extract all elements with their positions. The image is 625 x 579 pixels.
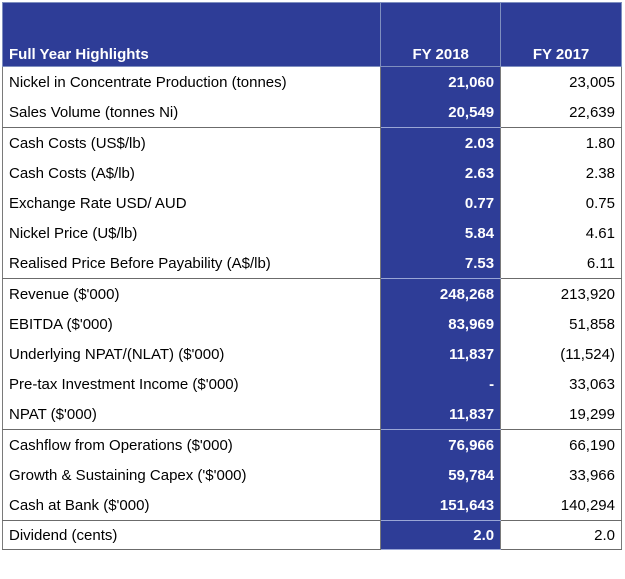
fy2018-value: 5.84 [380,218,502,248]
fy2018-value: 248,268 [380,278,502,309]
fy2018-value: 11,837 [380,339,502,369]
row-label: NPAT ($'000) [1,399,382,430]
fy2018-value: 2.0 [380,520,502,550]
row-label: Nickel Price (U$/lb) [1,218,382,248]
fy2018-value: 2.63 [380,158,502,188]
fy2017-value: 4.61 [500,218,622,248]
table-row: Dividend (cents) 2.0 2.0 [1,520,622,550]
table-row: Realised Price Before Payability (A$/lb)… [1,248,622,279]
table-row: Cash Costs (A$/lb) 2.63 2.38 [1,158,622,188]
fy2018-value: 0.77 [380,188,502,218]
table-row: Revenue ($'000) 248,268 213,920 [1,278,622,309]
row-label: Revenue ($'000) [1,278,382,309]
table-row: Nickel in Concentrate Production (tonnes… [1,66,622,97]
row-label: Underlying NPAT/(NLAT) ($'000) [1,339,382,369]
row-label: Cash Costs (A$/lb) [1,158,382,188]
table-row: Cash at Bank ($'000) 151,643 140,294 [1,490,622,521]
table-row: NPAT ($'000) 11,837 19,299 [1,399,622,430]
fy2017-value: 33,063 [500,369,622,399]
fy2018-value: 76,966 [380,429,502,460]
table-row: Cashflow from Operations ($'000) 76,966 … [1,429,622,460]
fy2017-value: 51,858 [500,309,622,339]
fy2018-value: 7.53 [380,248,502,279]
table-row: Pre-tax Investment Income ($'000) - 33,0… [1,369,622,399]
fy2017-value: (11,524) [500,339,622,369]
row-label: Sales Volume (tonnes Ni) [1,97,382,128]
row-label: Cash at Bank ($'000) [1,490,382,521]
fy2018-value: 83,969 [380,309,502,339]
header-label-cell: Full Year Highlights [1,2,382,67]
header-fy2018-cell: FY 2018 [380,2,502,67]
fy2017-value: 19,299 [500,399,622,430]
row-label: EBITDA ($'000) [1,309,382,339]
fy2017-value: 2.38 [500,158,622,188]
table-row: Growth & Sustaining Capex ('$'000) 59,78… [1,460,622,490]
fy2017-value: 66,190 [500,429,622,460]
table-row: Exchange Rate USD/ AUD 0.77 0.75 [1,188,622,218]
row-label: Growth & Sustaining Capex ('$'000) [1,460,382,490]
table-row: Sales Volume (tonnes Ni) 20,549 22,639 [1,97,622,128]
row-label: Cashflow from Operations ($'000) [1,429,382,460]
row-label: Exchange Rate USD/ AUD [1,188,382,218]
row-label: Realised Price Before Payability (A$/lb) [1,248,382,279]
fy2017-value: 23,005 [500,66,622,97]
fy2018-value: 59,784 [380,460,502,490]
fy2017-value: 6.11 [500,248,622,279]
fy2018-value: 21,060 [380,66,502,97]
fy2017-value: 1.80 [500,127,622,158]
row-label: Nickel in Concentrate Production (tonnes… [1,66,382,97]
row-label: Pre-tax Investment Income ($'000) [1,369,382,399]
fy2018-value: 11,837 [380,399,502,430]
fy2017-value: 2.0 [500,520,622,550]
fy2017-value: 213,920 [500,278,622,309]
full-year-highlights-table: Full Year Highlights FY 2018 FY 2017 Nic… [1,2,622,550]
fy2017-value: 140,294 [500,490,622,521]
fy2017-value: 0.75 [500,188,622,218]
fy2018-value: 151,643 [380,490,502,521]
fy2017-value: 33,966 [500,460,622,490]
table-row: Cash Costs (US$/lb) 2.03 1.80 [1,127,622,158]
fy2018-value: 20,549 [380,97,502,128]
table-row: Nickel Price (U$/lb) 5.84 4.61 [1,218,622,248]
highlights-table-container: Full Year Highlights FY 2018 FY 2017 Nic… [1,2,622,550]
fy2018-value: - [380,369,502,399]
table-row: Underlying NPAT/(NLAT) ($'000) 11,837 (1… [1,339,622,369]
row-label: Dividend (cents) [1,520,382,550]
header-fy2017-cell: FY 2017 [500,2,622,67]
table-header-row: Full Year Highlights FY 2018 FY 2017 [1,2,622,67]
fy2017-value: 22,639 [500,97,622,128]
fy2018-value: 2.03 [380,127,502,158]
row-label: Cash Costs (US$/lb) [1,127,382,158]
table-row: EBITDA ($'000) 83,969 51,858 [1,309,622,339]
